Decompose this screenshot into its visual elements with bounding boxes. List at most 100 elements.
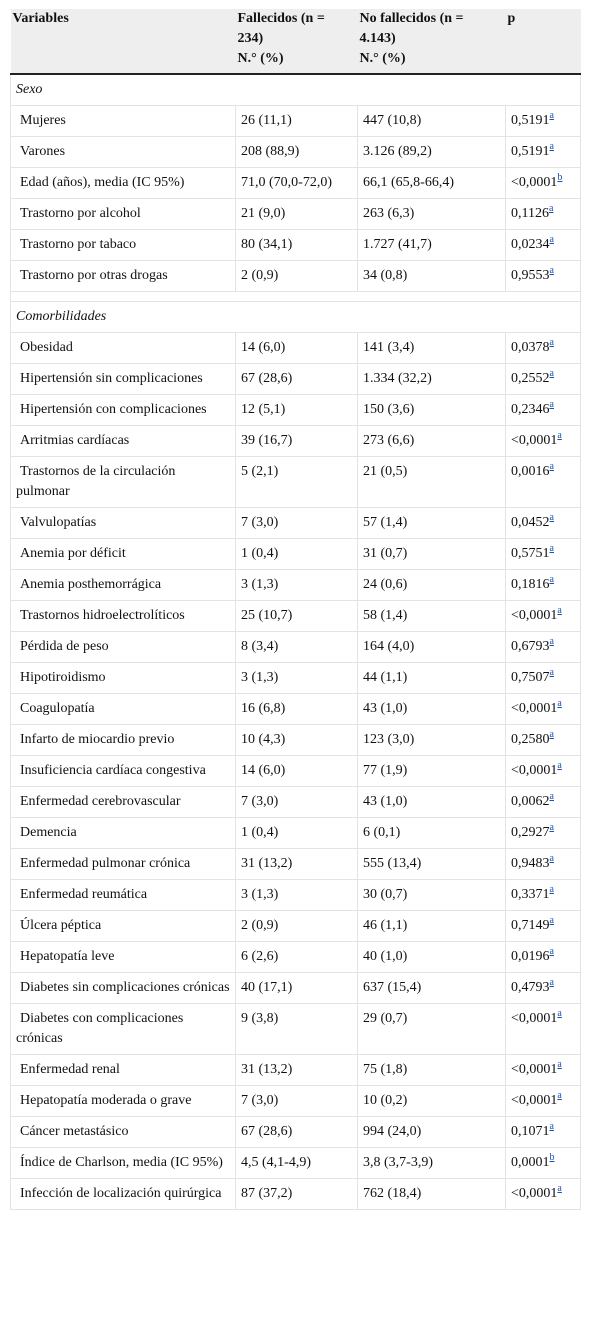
variable-label: Anemia por déficit — [20, 546, 126, 561]
p-value-cell: 0,0452a — [505, 507, 581, 539]
p-value-cell: 0,2552a — [505, 363, 581, 395]
no-fallecidos-cell: 10 (0,2) — [357, 1085, 506, 1117]
variable-label: Anemia posthemorrágica — [20, 577, 162, 592]
variable-label: Trastorno por tabaco — [20, 237, 137, 252]
footnote-link[interactable]: a — [549, 946, 554, 957]
p-value: 0,2927 — [511, 825, 550, 840]
no-fallecidos-cell: 46 (1,1) — [357, 910, 506, 942]
fallecidos-cell: 3 (1,3) — [235, 569, 358, 601]
table-row: Mujeres 26 (11,1) 447 (10,8) 0,5191a — [10, 105, 581, 137]
footnote-link[interactable]: a — [557, 1008, 562, 1019]
variable-label: Demencia — [20, 825, 77, 840]
no-fallecidos-cell: 150 (3,6) — [357, 394, 506, 426]
variable-label: Hipotiroidismo — [20, 670, 106, 685]
fallecidos-cell: 16 (6,8) — [235, 693, 358, 725]
variable-label: Trastornos hidroelectrolíticos — [20, 608, 185, 623]
p-value: 0,0452 — [511, 515, 550, 530]
footnote-link[interactable]: a — [549, 884, 554, 895]
no-fallecidos-cell: 1.727 (41,7) — [357, 229, 506, 261]
variable-label: Cáncer metastásico — [20, 1124, 129, 1139]
table-row: Arritmias cardíacas 39 (16,7) 273 (6,6) <0,… — [10, 425, 581, 457]
footnote-link[interactable]: a — [549, 729, 554, 740]
footnote-link[interactable]: a — [549, 141, 554, 152]
footnote-marker: a — [550, 915, 554, 926]
fallecidos-cell: 208 (88,9) — [235, 136, 358, 168]
footnote-link[interactable]: a — [549, 915, 554, 926]
p-value-cell: 0,5191a — [505, 136, 581, 168]
p-value-cell: 0,4793a — [505, 972, 581, 1004]
variable-cell: Hipertensión con complicaciones — [10, 394, 236, 426]
table-row: Pérdida de peso 8 (3,4) 164 (4,0) 0,6793a — [10, 631, 581, 663]
footnote-link[interactable]: a — [549, 853, 554, 864]
table-row: Enfermedad cerebrovascular 7 (3,0) 43 (1,0… — [10, 786, 581, 818]
footnote-link[interactable]: a — [549, 368, 554, 379]
variable-cell: Trastornos hidroelectrolíticos — [10, 600, 236, 632]
footnote-marker: a — [550, 1121, 554, 1132]
footnote-link[interactable]: a — [549, 791, 554, 802]
footnote-link[interactable]: a — [549, 265, 554, 276]
footnote-link[interactable]: a — [557, 698, 562, 709]
p-value-cell: 0,5751a — [505, 538, 581, 570]
p-value: <0,0001 — [511, 433, 558, 448]
footnote-marker: a — [550, 574, 554, 585]
table-row: Edad (años), media (IC 95%) 71,0 (70,0-72… — [10, 167, 581, 199]
no-fallecidos-cell: 44 (1,1) — [357, 662, 506, 694]
footnote-link[interactable]: a — [549, 636, 554, 647]
footnote-link[interactable]: a — [549, 822, 554, 833]
variable-cell: Edad (años), media (IC 95%) — [10, 167, 236, 199]
footnote-link[interactable]: a — [549, 667, 554, 678]
table-row: Hepatopatía leve 6 (2,6) 40 (1,0) 0,0196a — [10, 941, 581, 973]
footnote-link[interactable]: a — [557, 430, 562, 441]
footnote-link[interactable]: a — [548, 203, 554, 214]
footnote-link[interactable]: a — [557, 1183, 562, 1194]
fallecidos-cell: 7 (3,0) — [235, 507, 358, 539]
variable-cell: Enfermedad cerebrovascular — [10, 786, 236, 818]
footnote-link[interactable]: a — [557, 1090, 562, 1101]
variable-cell: Varones — [10, 136, 236, 168]
no-fallecidos-cell: 3,8 (3,7-3,9) — [357, 1147, 506, 1179]
footnote-link[interactable]: a — [549, 543, 554, 554]
footnote-link[interactable]: b — [557, 172, 563, 183]
footnote-marker: a — [550, 110, 554, 121]
p-value-cell: <0,0001a — [505, 1178, 581, 1210]
variable-label: Hepatopatía moderada o grave — [20, 1093, 192, 1108]
fallecidos-cell: 31 (13,2) — [235, 848, 358, 880]
footnote-link[interactable]: a — [549, 1121, 554, 1132]
footnote-link[interactable]: a — [549, 234, 554, 245]
footnote-link[interactable]: a — [549, 977, 554, 988]
footnote-link[interactable]: a — [549, 461, 554, 472]
footnote-link[interactable]: a — [549, 512, 554, 523]
footnote-marker: a — [557, 1008, 561, 1019]
variable-label: Enfermedad pulmonar crónica — [20, 856, 191, 871]
p-value: 0,7149 — [511, 918, 550, 933]
footnote-marker: a — [550, 141, 554, 152]
p-value-cell: <0,0001a — [505, 1085, 581, 1117]
header-no-fallecidos: No fallecidos (n = 4.143) N.° (%) — [357, 9, 506, 75]
footnote-link[interactable]: a — [557, 1059, 562, 1070]
footnote-marker: b — [550, 1152, 555, 1163]
no-fallecidos-cell: 3.126 (89,2) — [357, 136, 506, 168]
footnote-link[interactable]: b — [549, 1152, 555, 1163]
p-value: 0,1816 — [511, 577, 550, 592]
p-value: 0,0001 — [511, 1155, 550, 1170]
footnote-link[interactable]: a — [549, 337, 554, 348]
footnote-marker: a — [550, 636, 554, 647]
footnote-link[interactable]: a — [557, 605, 562, 616]
fallecidos-cell: 87 (37,2) — [235, 1178, 358, 1210]
footnote-link[interactable]: a — [549, 110, 554, 121]
variable-cell: Arritmias cardíacas — [10, 425, 236, 457]
table-row: Anemia posthemorrágica 3 (1,3) 24 (0,6) 0,1… — [10, 569, 581, 601]
variable-label: Úlcera péptica — [20, 918, 102, 933]
variable-cell: Diabetes con complicaciones crónicas — [10, 1003, 236, 1055]
no-fallecidos-cell: 58 (1,4) — [357, 600, 506, 632]
footnote-link[interactable]: a — [549, 574, 554, 585]
p-value-cell: 0,2346a — [505, 394, 581, 426]
fallecidos-cell: 14 (6,0) — [235, 332, 358, 364]
footnote-link[interactable]: a — [549, 399, 554, 410]
fallecidos-cell: 67 (28,6) — [235, 363, 358, 395]
footnote-link[interactable]: a — [557, 760, 562, 771]
variable-cell: Insuficiencia cardíaca congestiva — [10, 755, 236, 787]
fallecidos-cell: 10 (4,3) — [235, 724, 358, 756]
no-fallecidos-cell: 263 (6,3) — [357, 198, 506, 230]
footnote-marker: a — [550, 234, 554, 245]
